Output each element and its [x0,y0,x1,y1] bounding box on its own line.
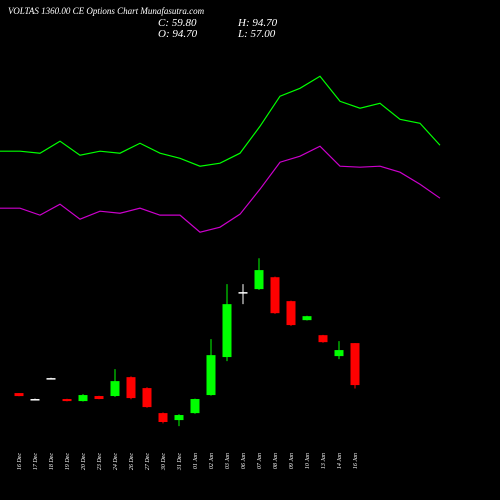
x-tick-label: 18 Dec [49,453,55,470]
x-tick-label: 02 Jan [209,453,215,469]
candle-body [126,377,136,399]
line-series [0,75,441,167]
x-tick-label: 16 Dec [17,453,23,470]
candle-body [206,355,216,396]
candle-body [318,335,328,343]
x-tick-label: 30 Dec [161,453,167,471]
x-tick-label: 31 Dec [177,453,183,471]
x-tick-label: 19 Dec [65,453,71,470]
x-tick-label: 06 Jan [241,453,247,469]
x-tick-label: 09 Jan [289,453,295,469]
x-tick-label: 27 Dec [145,453,151,470]
candle-body [222,304,232,358]
candle-body [286,301,296,326]
candle-body [302,316,312,321]
candle-body [190,399,200,414]
x-tick-label: 23 Dec [97,453,103,470]
candle-body [142,388,152,408]
x-tick-label: 17 Dec [33,453,39,470]
candle-body [78,395,88,402]
x-tick-label: 08 Jan [273,453,279,469]
candle-body [30,399,40,401]
high-label: H: 94.70 [237,17,278,29]
x-tick-label: 24 Dec [112,453,119,470]
candle-body [62,399,72,402]
candle-body [270,277,280,314]
x-tick-label: 03 Jan [225,453,231,469]
x-tick-label: 01 Jan [193,453,199,469]
x-tick-label: 16 Jan [353,453,359,469]
open-label: O: 94.70 [158,28,198,40]
close-label: C: 59.80 [158,17,197,29]
candle-body [14,393,24,397]
candle-body [350,343,360,386]
candle-body [254,270,264,290]
x-tick-label: 14 Jan [336,453,343,469]
x-tick-label: 20 Dec [81,453,87,470]
x-tick-label: 07 Jan [257,453,263,469]
candle-body [334,350,344,357]
candle-body [158,413,168,423]
x-tick-label: 10 Jan [305,453,311,469]
candle-body [174,415,184,421]
low-label: L: 57.00 [237,28,276,40]
candle-body [238,292,248,294]
x-tick-label: 13 Jan [321,453,327,469]
candle-body [94,396,104,400]
candle-body [46,378,56,380]
chart-title: VOLTAS 1360.00 CE Options Chart Munafasu… [8,6,205,16]
candle-body [110,381,120,397]
x-tick-label: 26 Dec [129,453,135,470]
line-series [0,145,441,233]
